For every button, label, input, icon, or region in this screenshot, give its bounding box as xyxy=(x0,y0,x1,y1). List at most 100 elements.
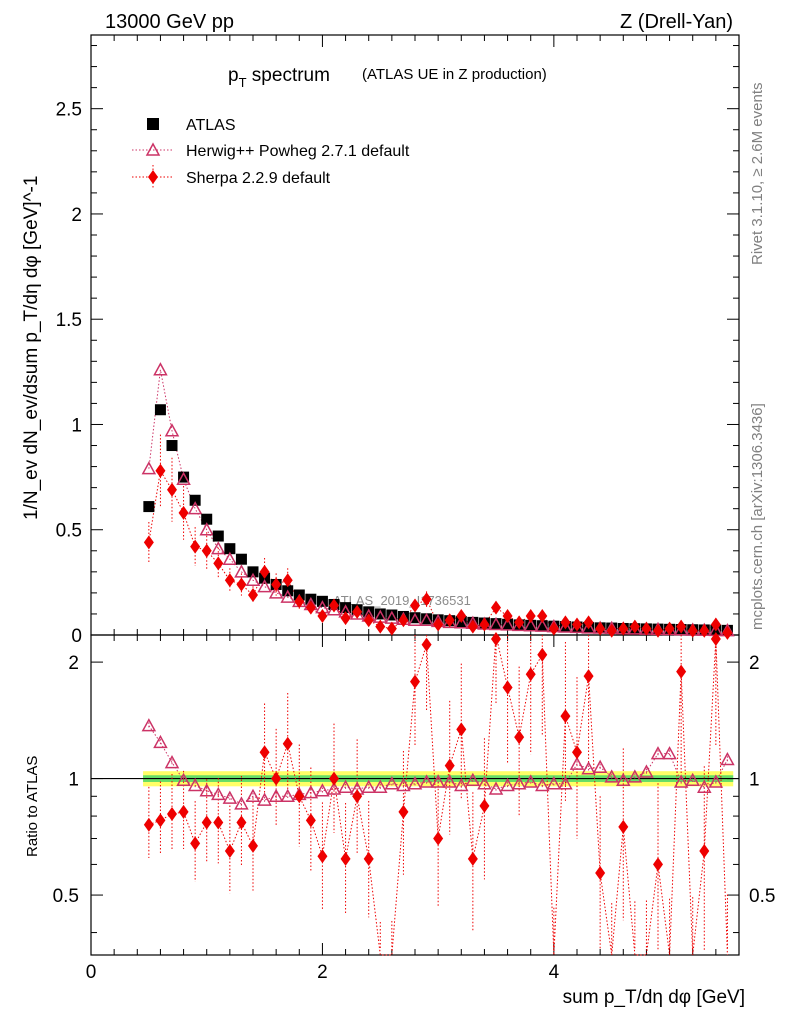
herwig-ratio-point xyxy=(616,772,631,787)
sherpa-point xyxy=(352,604,363,619)
x-axis-label: sum p_T/dη dφ [GeV] xyxy=(563,987,745,1008)
bottom-y-axis-label: Ratio to ATLAS xyxy=(24,756,41,857)
herwig-ratio-point xyxy=(326,781,342,795)
sherpa-ratio-point xyxy=(467,851,478,866)
herwig-ratio-point xyxy=(511,776,527,790)
herwig-ratio-point xyxy=(454,777,469,792)
herwig-ratio-point xyxy=(257,792,272,806)
sherpa-ratio-line xyxy=(148,634,728,956)
herwig-ratio-point xyxy=(708,774,724,788)
sherpa-ratio-point xyxy=(653,857,663,872)
sherpa-point xyxy=(271,577,282,592)
herwig-ratio-point xyxy=(419,774,434,788)
sherpa-ratio-point xyxy=(433,831,444,846)
sherpa-point xyxy=(618,621,629,636)
herwig-ratio-point xyxy=(338,779,353,793)
x-ticks: 0 2 4 xyxy=(86,962,560,983)
herwig-point xyxy=(523,618,538,632)
ratio-ytick-right-2: 2 xyxy=(749,653,760,674)
sherpa-ratio-point xyxy=(710,632,721,646)
ratio-y-ticks-left: 0.5 1 2 xyxy=(53,653,79,907)
sherpa-point xyxy=(201,543,212,558)
sherpa-ratio-point xyxy=(317,849,328,864)
sherpa-ratio-point xyxy=(595,866,606,881)
ratio-ytick-left-2: 2 xyxy=(68,653,79,674)
herwig-ratio-point xyxy=(211,786,226,801)
ratio-ytick-right-1: 1 xyxy=(749,770,760,791)
sherpa-ratio-point xyxy=(525,667,536,682)
herwig-ratio-point xyxy=(164,754,180,769)
sherpa-point xyxy=(641,621,652,636)
atlas-point xyxy=(178,471,190,483)
sherpa-ratio-point xyxy=(340,851,351,866)
legend-label-atlas: ATLAS xyxy=(186,117,236,134)
herwig-ratio-point xyxy=(396,777,411,792)
herwig-point xyxy=(234,564,249,578)
herwig-ratio-point xyxy=(430,774,446,788)
sherpa-point xyxy=(548,621,559,636)
sherpa-point xyxy=(340,611,351,626)
sherpa-point xyxy=(699,623,710,638)
herwig-line xyxy=(148,369,728,632)
sherpa-ratio-point xyxy=(572,745,582,760)
sherpa-point xyxy=(687,623,698,638)
sherpa-point xyxy=(433,617,444,632)
herwig-ratio-point xyxy=(280,788,295,803)
sherpa-ratio-point xyxy=(236,815,247,830)
sherpa-ratio-point xyxy=(155,813,166,828)
herwig-point xyxy=(419,612,434,627)
atlas-point xyxy=(536,620,548,632)
sherpa-point xyxy=(722,625,733,640)
sherpa-ratio-point xyxy=(259,745,270,760)
ratio-ytick-right-0: 0.5 xyxy=(749,886,775,907)
herwig-ratio-point xyxy=(187,777,203,792)
header-right: Z (Drell-Yan) xyxy=(620,11,733,33)
legend-marker-atlas xyxy=(147,118,159,130)
herwig-ratio-point xyxy=(558,776,573,790)
sherpa-ratio-point xyxy=(329,771,339,786)
sherpa-ratio-point xyxy=(491,632,501,646)
herwig-ratio-point xyxy=(303,785,319,799)
legend-label-sherpa: Sherpa 2.2.9 default xyxy=(186,170,331,187)
sherpa-point xyxy=(537,609,548,624)
herwig-ratio-point xyxy=(361,779,376,793)
atlas-point xyxy=(235,553,247,565)
atlas-point xyxy=(386,609,398,621)
sherpa-ratio-point xyxy=(618,819,629,834)
sherpa-ratio-point xyxy=(583,669,594,684)
herwig-point xyxy=(558,619,573,633)
header-left: 13000 GeV pp xyxy=(105,11,234,33)
herwig-point xyxy=(211,541,226,555)
herwig-ratio-point xyxy=(407,776,423,790)
atlas-point xyxy=(143,501,155,513)
herwig-ratio-point xyxy=(662,746,677,760)
herwig-point xyxy=(164,423,180,437)
herwig-point xyxy=(581,620,596,634)
sherpa-ratio-point xyxy=(178,804,189,819)
herwig-point xyxy=(222,551,238,565)
atlas-point xyxy=(224,543,236,555)
sherpa-ratio-point xyxy=(421,637,432,652)
sherpa-line xyxy=(148,469,728,634)
top-ytick-3: 1.5 xyxy=(56,310,82,331)
sherpa-point xyxy=(572,617,582,632)
legend-label-herwig: Herwig++ Powheg 2.7.1 default xyxy=(186,143,410,160)
sherpa-ratio-point xyxy=(479,798,490,813)
sherpa-ratio-point xyxy=(398,804,409,819)
herwig-ratio-point xyxy=(673,774,689,788)
plot-title: pT spectrum xyxy=(228,65,330,90)
sherpa-point xyxy=(514,615,525,630)
herwig-ratio-point xyxy=(222,790,238,804)
sherpa-point xyxy=(653,623,663,638)
sherpa-point xyxy=(294,594,305,609)
herwig-ratio-point xyxy=(488,781,504,795)
herwig-ratio-point xyxy=(523,774,538,788)
herwig-ratio-point xyxy=(373,779,388,793)
sherpa-point xyxy=(629,619,640,634)
top-y-axis-label: 1/N_ev dN_ev/dsum p_T/dη dφ [GeV]^-1 xyxy=(21,176,42,520)
herwig-ratio-point xyxy=(581,761,596,775)
atlas-point xyxy=(166,440,178,452)
herwig-ratio-point xyxy=(604,769,619,783)
top-ytick-2: 1 xyxy=(71,415,82,436)
